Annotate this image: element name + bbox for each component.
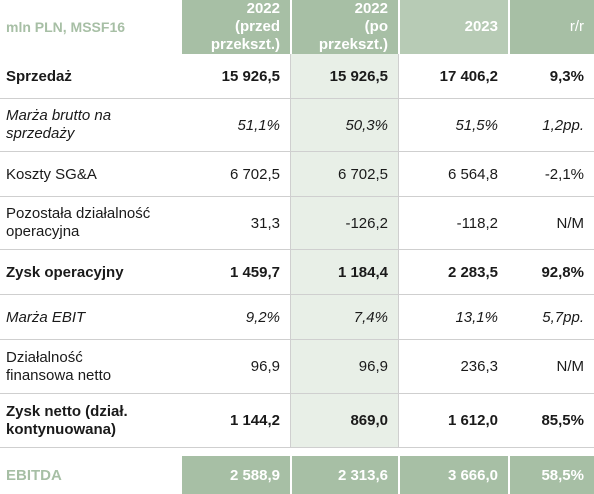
value-2022-after: 7,4% xyxy=(290,295,398,340)
value-2022-before: 15 926,5 xyxy=(180,54,290,99)
row-gross-margin: Marża brutto na sprzedaży 51,1% 50,3% 51… xyxy=(0,99,594,152)
value-yoy: 92,8% xyxy=(508,250,594,295)
row-label: Marża EBIT xyxy=(0,295,180,340)
row-sales: Sprzedaż 15 926,5 15 926,5 17 406,2 9,3% xyxy=(0,54,594,99)
header-2023: 2023 xyxy=(398,0,508,54)
value-2023: 51,5% xyxy=(398,99,508,152)
value-2023: 6 564,8 xyxy=(398,152,508,197)
value-2023: 13,1% xyxy=(398,295,508,340)
row-label: Sprzedaż xyxy=(0,54,180,99)
value-2022-before: 1 144,2 xyxy=(180,394,290,448)
value-2022-before: 1 459,7 xyxy=(180,250,290,295)
row-ebitda: EBITDA 2 588,9 2 313,6 3 666,0 58,5% xyxy=(0,456,594,494)
value-2022-after: 50,3% xyxy=(290,99,398,152)
header-row: mln PLN, MSSF16 2022 (przed przekszt.) 2… xyxy=(0,0,594,54)
row-operating-profit: Zysk operacyjny 1 459,7 1 184,4 2 283,5 … xyxy=(0,250,594,295)
value-yoy: N/M xyxy=(508,197,594,250)
value-2022-after: -126,2 xyxy=(290,197,398,250)
spacer-row xyxy=(0,448,594,456)
value-yoy: 5,7pp. xyxy=(508,295,594,340)
value-2023: 17 406,2 xyxy=(398,54,508,99)
value-2022-before: 96,9 xyxy=(180,340,290,394)
value-yoy: 58,5% xyxy=(508,456,594,494)
row-label: Zysk operacyjny xyxy=(0,250,180,295)
row-label: Pozostała działalność operacyjna xyxy=(0,197,180,250)
value-2022-before: 9,2% xyxy=(180,295,290,340)
row-label: Działalność finansowa netto xyxy=(0,340,180,394)
value-2022-after: 2 313,6 xyxy=(290,456,398,494)
row-label: Zysk netto (dział. kontynuowana) xyxy=(0,394,180,448)
header-2022-after: 2022 (po przekszt.) xyxy=(290,0,398,54)
value-2022-after: 15 926,5 xyxy=(290,54,398,99)
value-2022-after: 6 702,5 xyxy=(290,152,398,197)
row-label: Marża brutto na sprzedaży xyxy=(0,99,180,152)
row-ebit-margin: Marża EBIT 9,2% 7,4% 13,1% 5,7pp. xyxy=(0,295,594,340)
value-yoy: 1,2pp. xyxy=(508,99,594,152)
value-2022-before: 6 702,5 xyxy=(180,152,290,197)
value-yoy: N/M xyxy=(508,340,594,394)
value-2023: 3 666,0 xyxy=(398,456,508,494)
value-yoy: 85,5% xyxy=(508,394,594,448)
value-2022-after: 1 184,4 xyxy=(290,250,398,295)
row-sga-costs: Koszty SG&A 6 702,5 6 702,5 6 564,8 -2,1… xyxy=(0,152,594,197)
value-2023: 2 283,5 xyxy=(398,250,508,295)
row-label: EBITDA xyxy=(0,456,180,494)
value-yoy: -2,1% xyxy=(508,152,594,197)
row-net-profit: Zysk netto (dział. kontynuowana) 1 144,2… xyxy=(0,394,594,448)
value-yoy: 9,3% xyxy=(508,54,594,99)
value-2022-after: 869,0 xyxy=(290,394,398,448)
row-other-operating: Pozostała działalność operacyjna 31,3 -1… xyxy=(0,197,594,250)
row-financial-net: Działalność finansowa netto 96,9 96,9 23… xyxy=(0,340,594,394)
value-2023: -118,2 xyxy=(398,197,508,250)
unit-header: mln PLN, MSSF16 xyxy=(0,0,180,54)
header-yoy: r/r xyxy=(508,0,594,54)
value-2022-before: 2 588,9 xyxy=(180,456,290,494)
value-2022-after: 96,9 xyxy=(290,340,398,394)
row-label: Koszty SG&A xyxy=(0,152,180,197)
value-2023: 1 612,0 xyxy=(398,394,508,448)
value-2023: 236,3 xyxy=(398,340,508,394)
value-2022-before: 31,3 xyxy=(180,197,290,250)
header-2022-before: 2022 (przed przekszt.) xyxy=(180,0,290,54)
value-2022-before: 51,1% xyxy=(180,99,290,152)
